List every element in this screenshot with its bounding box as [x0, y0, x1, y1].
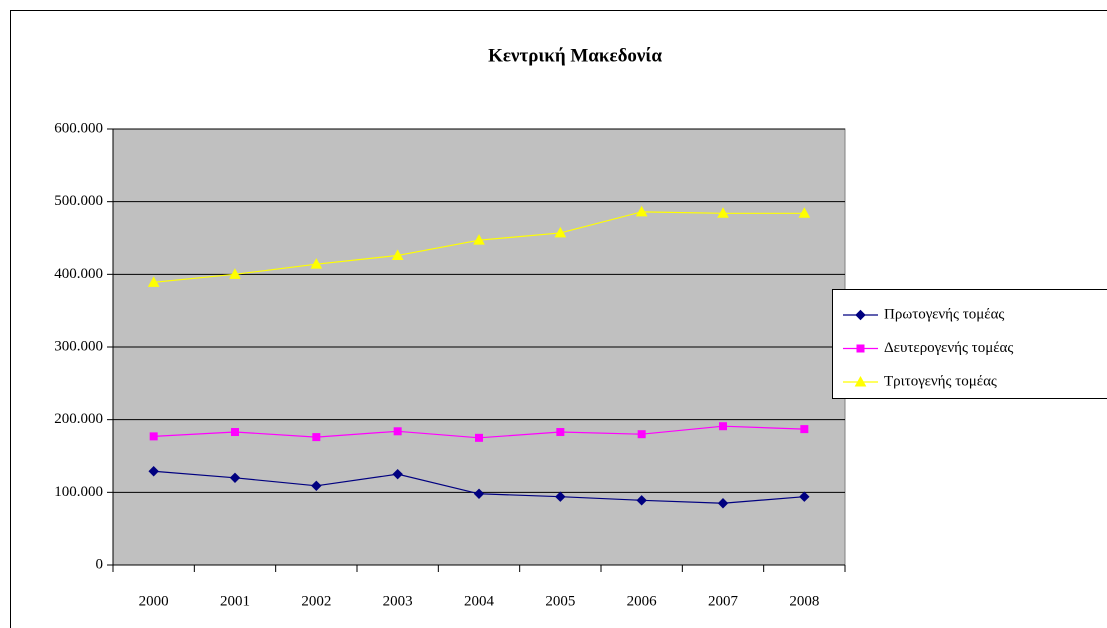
y-tick-label: 500.000: [54, 193, 103, 209]
x-tick-label: 2003: [383, 593, 413, 609]
y-tick-label: 400.000: [54, 266, 103, 282]
marker: [312, 433, 321, 442]
marker: [855, 309, 866, 321]
y-tick-label: 100.000: [54, 484, 103, 500]
marker: [310, 258, 323, 269]
x-tick-label: 2005: [545, 593, 575, 609]
chart-title: Κεντρική Μακεδονία: [488, 45, 662, 66]
x-tick-label: 2007: [708, 593, 739, 609]
x-tick-label: 2000: [139, 593, 169, 609]
marker: [475, 433, 483, 442]
marker: [635, 205, 648, 217]
legend-label: Πρωτογενής τομέας: [884, 306, 1004, 322]
marker: [392, 468, 403, 480]
marker: [719, 422, 727, 431]
marker: [854, 375, 867, 387]
y-tick-label: 0: [96, 556, 104, 572]
marker: [637, 430, 646, 439]
legend-label: Τριτογενής τομέας: [884, 373, 997, 389]
marker: [149, 432, 158, 441]
marker: [229, 268, 241, 279]
marker: [799, 491, 810, 502]
marker: [473, 234, 485, 245]
marker: [717, 498, 729, 509]
marker: [393, 427, 402, 436]
y-tick-label: 300.000: [54, 338, 103, 354]
marker: [231, 428, 239, 437]
marker: [229, 472, 241, 484]
y-tick-label: 600.000: [54, 120, 103, 136]
marker: [798, 207, 811, 218]
marker: [311, 480, 322, 492]
legend: [832, 289, 1107, 399]
legend-label: Δευτερογενής τομέας: [884, 340, 1013, 356]
marker: [555, 491, 566, 502]
marker: [391, 249, 404, 260]
marker: [856, 344, 865, 353]
x-tick-label: 2004: [464, 593, 495, 609]
x-tick-label: 2001: [220, 593, 250, 609]
marker: [473, 488, 485, 499]
marker: [636, 495, 647, 506]
marker: [717, 207, 729, 218]
marker: [147, 276, 160, 287]
marker: [554, 226, 567, 238]
marker: [556, 428, 565, 437]
marker: [800, 425, 809, 434]
x-tick-label: 2002: [301, 593, 331, 609]
y-tick-label: 200.000: [54, 411, 103, 427]
x-tick-label: 2008: [789, 593, 819, 609]
x-tick-label: 2006: [627, 593, 658, 609]
marker: [148, 466, 159, 477]
